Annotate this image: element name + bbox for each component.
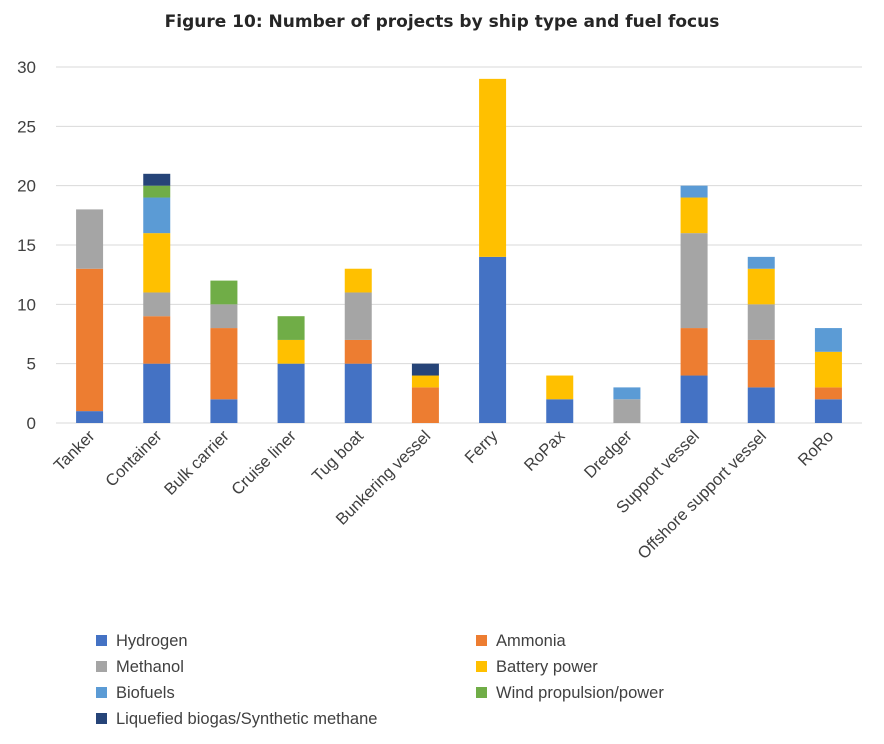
bar-segment: [76, 268, 104, 412]
bar-segment: [814, 328, 842, 352]
bar-segment: [344, 292, 372, 340]
legend-swatch: [96, 661, 107, 672]
y-tick-label: 5: [27, 355, 36, 374]
bar-segment: [613, 399, 641, 423]
bar-segment: [747, 268, 775, 305]
bar-segment: [210, 328, 238, 400]
y-tick-label: 30: [17, 58, 36, 77]
bar-segment: [411, 375, 439, 388]
legend-label: Methanol: [116, 658, 184, 676]
legend: Hydrogen Ammonia Methanol Battery power Biof…: [96, 632, 664, 728]
legend-swatch: [476, 635, 487, 646]
legend-label: Ammonia: [496, 632, 567, 650]
bar-segment: [277, 339, 305, 364]
bar-segment: [143, 316, 171, 364]
bar-segment: [76, 209, 104, 269]
bar-segment: [747, 387, 775, 423]
bar-segment: [747, 339, 775, 388]
bar-segment: [479, 78, 507, 257]
bar-segment: [680, 375, 708, 423]
bar-segment: [143, 233, 171, 293]
bar-segment: [76, 411, 104, 423]
bar-segment: [479, 256, 507, 423]
gridlines: [56, 66, 862, 424]
x-tick-label: RoPax: [521, 427, 569, 475]
bar-segment: [344, 363, 372, 423]
bar-segment: [546, 399, 574, 423]
y-tick-label: 20: [17, 177, 36, 196]
x-tick-label: Bulk carrier: [161, 427, 233, 499]
legend-label: Hydrogen: [116, 632, 188, 650]
y-axis-ticks: 0 5 10 15 20 25 30: [17, 58, 36, 433]
x-tick-label: Tug boat: [309, 427, 368, 486]
bar-segment: [546, 375, 574, 400]
legend-swatch: [96, 635, 107, 646]
legend-label: Wind propulsion/power: [496, 684, 664, 702]
bar-segment: [680, 328, 708, 376]
bar-segment: [210, 399, 238, 423]
x-tick-label: Ferry: [461, 427, 501, 467]
bar-segment: [143, 292, 171, 317]
bar-segment: [411, 363, 439, 376]
legend-swatch: [96, 713, 107, 724]
bars: [76, 78, 842, 423]
legend-swatch: [476, 661, 487, 672]
bar-segment: [814, 351, 842, 388]
legend-label: Liquefied biogas/Synthetic methane: [116, 710, 377, 728]
legend-label: Biofuels: [116, 684, 175, 702]
bar-segment: [143, 185, 171, 198]
bar-segment: [411, 387, 439, 423]
legend-swatch: [96, 687, 107, 698]
bar-segment: [747, 256, 775, 269]
bar-segment: [747, 304, 775, 340]
y-tick-label: 0: [27, 414, 36, 433]
x-tick-label: Dredger: [581, 427, 636, 482]
x-tick-label: RoRo: [795, 427, 838, 470]
legend-swatch: [476, 687, 487, 698]
bar-segment: [680, 197, 708, 234]
bar-segment: [277, 363, 305, 423]
bar-segment: [680, 185, 708, 198]
bar-segment: [814, 387, 842, 400]
x-tick-label: Cruise liner: [228, 427, 300, 499]
bar-segment: [814, 399, 842, 423]
bar-segment: [210, 280, 238, 305]
y-tick-label: 10: [17, 295, 36, 314]
y-tick-label: 15: [17, 236, 36, 255]
bar-segment: [344, 268, 372, 293]
x-tick-label: Container: [102, 427, 166, 491]
legend-label: Battery power: [496, 658, 598, 676]
x-tick-label: Offshore support vessel: [634, 427, 770, 563]
bar-segment: [143, 197, 171, 234]
x-tick-label: Tanker: [51, 427, 99, 475]
bar-segment: [143, 363, 171, 423]
chart-title: Figure 10: Number of projects by ship ty…: [165, 12, 720, 32]
bar-segment: [344, 339, 372, 364]
y-tick-label: 25: [17, 117, 36, 136]
bar-segment: [277, 316, 305, 340]
bar-segment: [143, 173, 171, 186]
bar-segment: [613, 387, 641, 400]
bar-segment: [210, 304, 238, 329]
bar-segment: [680, 233, 708, 329]
